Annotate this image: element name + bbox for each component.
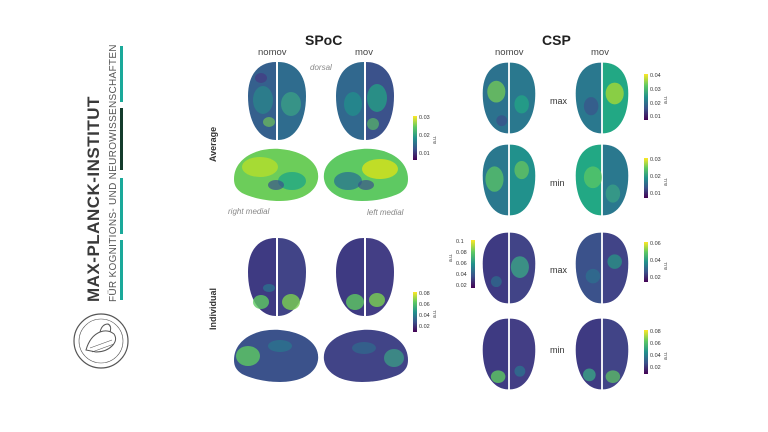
spoc-ind-colorbar bbox=[413, 292, 417, 332]
csp-row-max: max bbox=[550, 96, 568, 106]
spoc-avg-tick-1: 0.03 bbox=[419, 115, 430, 121]
csp-r5-tick-3: 0.04 bbox=[650, 353, 661, 359]
minerva-seal-icon bbox=[73, 313, 129, 369]
csp-r4-unit: a.u. bbox=[663, 261, 669, 270]
csp-min2-nomov bbox=[482, 318, 536, 390]
spoc-ind-unit: a.u. bbox=[432, 309, 438, 318]
csp-r3-tick-3: 0.06 bbox=[456, 261, 467, 267]
spoc-avg-nomov-dorsal bbox=[248, 62, 306, 140]
csp-r1-unit: a.u. bbox=[663, 95, 669, 104]
accent-bar-3 bbox=[120, 178, 123, 234]
csp-r3-tick-5: 0.02 bbox=[456, 283, 467, 289]
accent-bar-4 bbox=[120, 240, 123, 300]
csp-r3-tick-4: 0.04 bbox=[456, 272, 467, 278]
csp-r4-tick-3: 0.02 bbox=[650, 275, 661, 281]
csp-r3-tick-1: 0.1 bbox=[456, 239, 464, 245]
csp-row-max2: max bbox=[550, 265, 568, 275]
spoc-ind-nomov-dorsal bbox=[248, 238, 306, 316]
csp-r5-tick-1: 0.08 bbox=[650, 329, 661, 335]
csp-max2-nomov bbox=[482, 232, 536, 304]
csp-r5-tick-4: 0.02 bbox=[650, 365, 661, 371]
accent-bar-1 bbox=[120, 46, 123, 102]
csp-r5-unit: a.u. bbox=[663, 351, 669, 360]
spoc-avg-left-medial bbox=[323, 148, 408, 201]
spoc-col-nomov: nomov bbox=[258, 47, 287, 58]
csp-r1-tick-4: 0.01 bbox=[650, 114, 661, 120]
spoc-left-medial-label: left medial bbox=[367, 208, 404, 217]
csp-r2-tick-1: 0.03 bbox=[650, 157, 661, 163]
spoc-col-mov: mov bbox=[355, 47, 373, 58]
csp-r1-tick-2: 0.03 bbox=[650, 87, 661, 93]
csp-title: CSP bbox=[542, 32, 571, 48]
spoc-right-medial-label: right medial bbox=[228, 207, 270, 216]
csp-col-mov: mov bbox=[591, 47, 609, 58]
csp-colorbar-5 bbox=[644, 330, 648, 374]
spoc-avg-tick-3: 0.01 bbox=[419, 151, 430, 157]
spoc-avg-mov-dorsal bbox=[336, 62, 394, 140]
csp-row-min2: min bbox=[550, 345, 565, 355]
spoc-row-average: Average bbox=[208, 126, 218, 162]
spoc-dorsal-label: dorsal bbox=[310, 63, 332, 72]
csp-r1-tick-1: 0.04 bbox=[650, 73, 661, 79]
csp-min1-nomov bbox=[482, 144, 536, 216]
spoc-ind-mov-dorsal bbox=[336, 238, 394, 316]
spoc-ind-tick-4: 0.02 bbox=[419, 324, 430, 330]
csp-max1-nomov bbox=[482, 62, 536, 134]
spoc-ind-left-medial bbox=[323, 329, 408, 382]
csp-r5-tick-2: 0.06 bbox=[650, 341, 661, 347]
csp-max2-mov bbox=[575, 232, 629, 304]
csp-r2-tick-2: 0.02 bbox=[650, 174, 661, 180]
csp-r4-tick-1: 0.06 bbox=[650, 241, 661, 247]
spoc-avg-colorbar bbox=[413, 116, 417, 160]
csp-col-nomov: nomov bbox=[495, 47, 524, 58]
csp-r2-unit: a.u. bbox=[663, 177, 669, 186]
spoc-avg-tick-2: 0.02 bbox=[419, 133, 430, 139]
spoc-ind-tick-1: 0.08 bbox=[419, 291, 430, 297]
spoc-ind-right-medial bbox=[234, 329, 319, 382]
spoc-ind-tick-2: 0.06 bbox=[419, 302, 430, 308]
csp-r2-tick-3: 0.01 bbox=[650, 191, 661, 197]
csp-r4-tick-2: 0.04 bbox=[650, 258, 661, 264]
csp-r3-unit: a.u. bbox=[448, 253, 454, 262]
csp-row-min: min bbox=[550, 178, 565, 188]
csp-colorbar-4 bbox=[644, 242, 648, 282]
csp-colorbar-3 bbox=[471, 240, 475, 288]
csp-colorbar-1 bbox=[644, 74, 648, 120]
csp-r1-tick-3: 0.02 bbox=[650, 101, 661, 107]
institute-subtitle: FÜR KOGNITIONS- UND NEUROWISSENSCHAFTEN bbox=[108, 44, 119, 302]
spoc-title: SPoC bbox=[305, 32, 343, 48]
csp-r3-tick-2: 0.08 bbox=[456, 250, 467, 256]
csp-min1-mov bbox=[575, 144, 629, 216]
spoc-row-individual: Individual bbox=[208, 287, 218, 330]
spoc-ind-tick-3: 0.04 bbox=[419, 313, 430, 319]
institute-name: MAX-PLANCK-INSTITUT bbox=[84, 96, 103, 302]
accent-bar-2 bbox=[120, 108, 123, 170]
csp-colorbar-2 bbox=[644, 158, 648, 198]
spoc-avg-unit: a.u. bbox=[432, 135, 438, 144]
csp-min2-mov bbox=[575, 318, 629, 390]
csp-max1-mov bbox=[575, 62, 629, 134]
spoc-avg-right-medial bbox=[234, 148, 319, 201]
